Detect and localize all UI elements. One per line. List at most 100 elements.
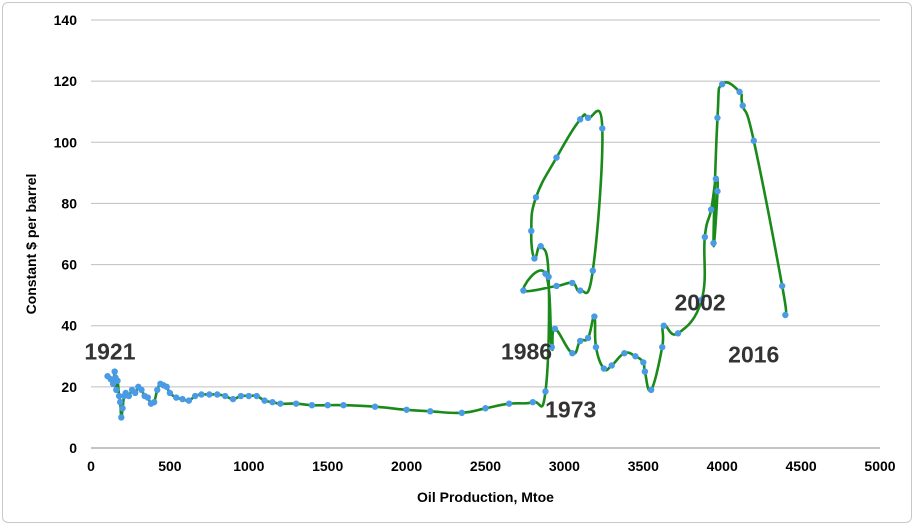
data-point-0-21 xyxy=(150,398,158,406)
data-point-0-26 xyxy=(166,389,174,397)
data-point-0-95 xyxy=(739,102,746,109)
data-point-0-35 xyxy=(229,395,237,403)
data-point-0-97 xyxy=(778,282,786,290)
y-tick-labels: 0 20 40 60 80 100 120 140 xyxy=(54,12,78,456)
data-point-0-43 xyxy=(308,402,316,409)
annotation-2016: 2016 xyxy=(728,341,779,367)
x-tick-label-10: 5000 xyxy=(864,458,895,474)
series-layer xyxy=(106,81,788,419)
data-point-0-45 xyxy=(340,402,347,409)
x-tick-label-7: 3500 xyxy=(628,458,659,474)
data-point-0-19 xyxy=(144,394,152,401)
gridlines xyxy=(91,19,880,388)
data-point-0-36 xyxy=(237,392,245,400)
data-point-0-71 xyxy=(569,350,576,357)
data-point-0-90 xyxy=(714,188,721,195)
data-point-0-86 xyxy=(698,296,705,303)
data-point-0-52 xyxy=(529,398,537,406)
y-tick-label-0: 0 xyxy=(69,440,77,456)
y-axis-title: Constant $ per barrel xyxy=(23,174,39,315)
data-point-0-6 xyxy=(114,377,121,384)
data-point-0-48 xyxy=(427,408,434,415)
data-point-0-53 xyxy=(542,388,549,395)
data-point-0-57 xyxy=(528,227,535,235)
data-point-0-83 xyxy=(659,343,666,351)
data-point-0-46 xyxy=(371,403,379,410)
data-point-0-15 xyxy=(131,389,139,397)
data-point-0-93 xyxy=(719,81,726,88)
data-point-0-63 xyxy=(589,267,597,274)
data-point-0-81 xyxy=(641,368,649,375)
marker-layer xyxy=(104,81,789,421)
data-point-0-31 xyxy=(198,391,205,398)
y-tick-label-7: 140 xyxy=(54,12,78,28)
data-point-0-34 xyxy=(221,392,229,400)
data-point-0-58 xyxy=(532,194,540,201)
data-point-0-27 xyxy=(173,394,180,401)
x-tick-label-5: 2500 xyxy=(470,458,501,474)
data-point-0-68 xyxy=(542,270,549,277)
y-tick-label-6: 120 xyxy=(54,73,78,89)
data-point-0-66 xyxy=(553,282,560,290)
data-point-0-41 xyxy=(277,400,284,407)
data-point-0-80 xyxy=(640,359,647,366)
annotation-1973: 1973 xyxy=(545,396,596,422)
data-point-0-44 xyxy=(324,402,331,409)
series-line-0 xyxy=(106,81,788,419)
annotation-1921: 1921 xyxy=(84,338,135,364)
data-point-0-70 xyxy=(551,325,559,332)
data-point-0-29 xyxy=(185,397,193,404)
data-point-0-42 xyxy=(292,400,300,407)
data-point-0-13 xyxy=(125,392,133,400)
data-point-0-55 xyxy=(537,243,544,250)
data-point-0-32 xyxy=(206,391,213,398)
data-point-0-75 xyxy=(592,343,600,351)
data-point-0-9 xyxy=(118,414,125,421)
data-point-0-59 xyxy=(553,154,560,161)
data-point-0-22 xyxy=(154,386,161,394)
x-tick-label-4: 2000 xyxy=(391,458,422,474)
data-point-0-30 xyxy=(191,392,199,400)
data-point-0-92 xyxy=(714,114,721,122)
data-point-0-78 xyxy=(621,350,628,357)
data-point-0-96 xyxy=(750,137,757,144)
data-point-0-79 xyxy=(632,353,639,360)
y-tick-label-1: 20 xyxy=(61,379,77,395)
data-point-0-17 xyxy=(138,386,145,394)
data-point-0-64 xyxy=(576,287,584,294)
data-point-0-50 xyxy=(482,405,489,412)
data-point-0-76 xyxy=(600,365,608,372)
data-point-0-82 xyxy=(647,386,655,394)
data-point-0-8 xyxy=(116,398,124,406)
data-point-0-67 xyxy=(520,287,527,294)
x-tick-label-2: 1000 xyxy=(233,458,264,474)
data-point-0-7 xyxy=(115,392,123,400)
data-point-0-65 xyxy=(569,279,576,287)
x-tick-labels: 0 500 1000 1500 2000 2500 3000 3500 4000 4500 5000 xyxy=(87,458,896,474)
y-tick-label-2: 40 xyxy=(61,318,77,334)
data-point-0-28 xyxy=(179,395,186,403)
data-point-0-73 xyxy=(584,334,592,342)
data-point-0-62 xyxy=(599,125,606,132)
data-point-0-98 xyxy=(782,311,789,319)
data-point-0-25 xyxy=(163,383,170,391)
data-point-0-84 xyxy=(660,322,668,329)
x-tick-label-8: 4000 xyxy=(707,458,738,474)
y-tick-label-3: 60 xyxy=(61,257,77,273)
data-point-0-39 xyxy=(261,397,268,404)
data-point-0-77 xyxy=(608,362,615,369)
data-point-0-60 xyxy=(576,116,584,123)
data-point-0-37 xyxy=(245,392,252,400)
data-point-0-94 xyxy=(736,88,743,96)
data-point-0-51 xyxy=(505,400,513,407)
y-tick-label-4: 80 xyxy=(61,195,77,211)
data-point-0-10 xyxy=(119,405,126,412)
x-tick-label-9: 4500 xyxy=(786,458,817,474)
data-point-0-91 xyxy=(710,239,717,247)
data-point-0-85 xyxy=(674,330,682,337)
data-point-0-40 xyxy=(269,398,276,406)
data-point-0-88 xyxy=(707,206,715,213)
